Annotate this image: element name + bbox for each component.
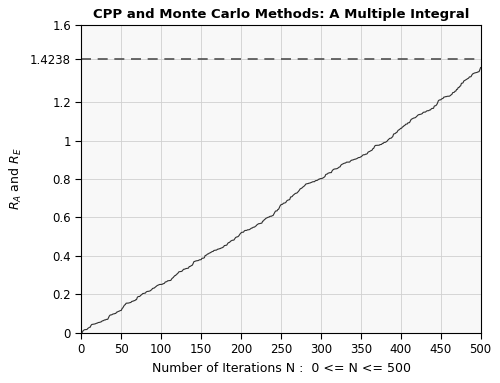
Y-axis label: $R_A$ and $R_E$: $R_A$ and $R_E$ [8,147,24,210]
Title: CPP and Monte Carlo Methods: A Multiple Integral: CPP and Monte Carlo Methods: A Multiple … [93,8,469,21]
X-axis label: Number of Iterations N :  0 <= N <= 500: Number of Iterations N : 0 <= N <= 500 [152,362,410,375]
